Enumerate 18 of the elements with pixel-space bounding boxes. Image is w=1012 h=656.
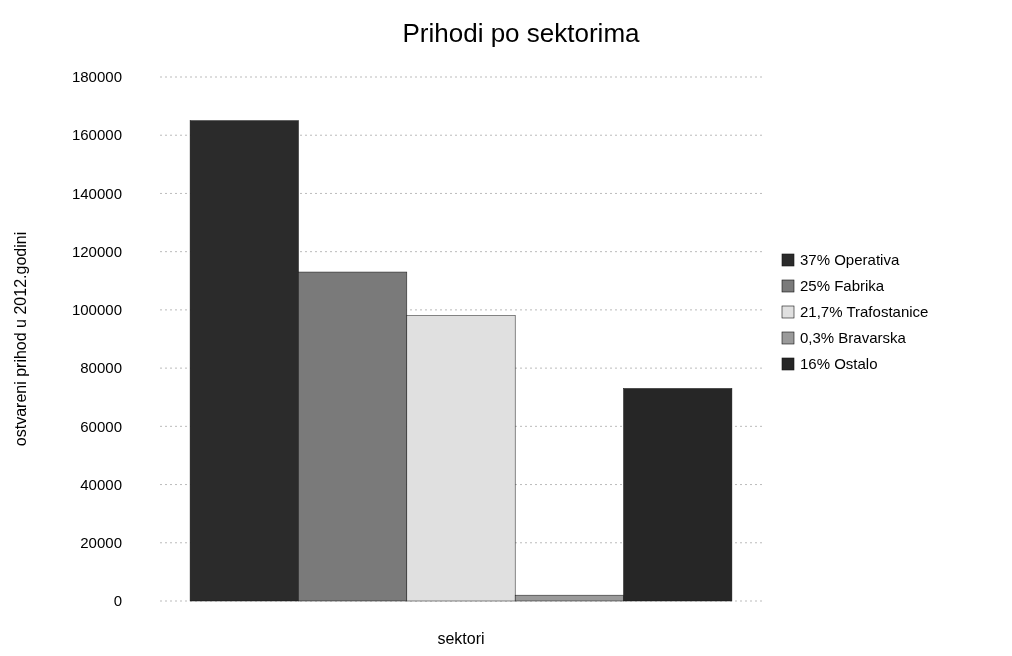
y-tick-label: 140000	[71, 184, 122, 202]
y-tick-label: 60000	[80, 417, 122, 435]
y-tick-label: 180000	[71, 68, 122, 86]
x-axis-title: sektori	[437, 630, 485, 647]
chart-title: Prihodi po sektorima	[402, 18, 641, 48]
legend-label: 37% Operativa	[800, 251, 900, 269]
y-tick-label: 20000	[80, 534, 122, 552]
legend-label: 16% Ostalo	[800, 355, 878, 373]
y-tick-label: 100000	[71, 301, 122, 319]
y-tick-label: 0	[113, 592, 122, 610]
y-tick-label: 40000	[80, 475, 122, 493]
legend-label: 0,3% Bravarska	[800, 329, 907, 347]
y-tick-label: 120000	[71, 242, 122, 260]
legend-label: 21,7% Trafostanice	[800, 303, 929, 321]
y-tick-label: 80000	[80, 359, 122, 377]
y-axis-title: ostvareni prihod u 2012.godini	[12, 231, 29, 447]
legend-label: 25% Fabrika	[800, 277, 885, 295]
y-tick-label: 160000	[71, 126, 122, 144]
